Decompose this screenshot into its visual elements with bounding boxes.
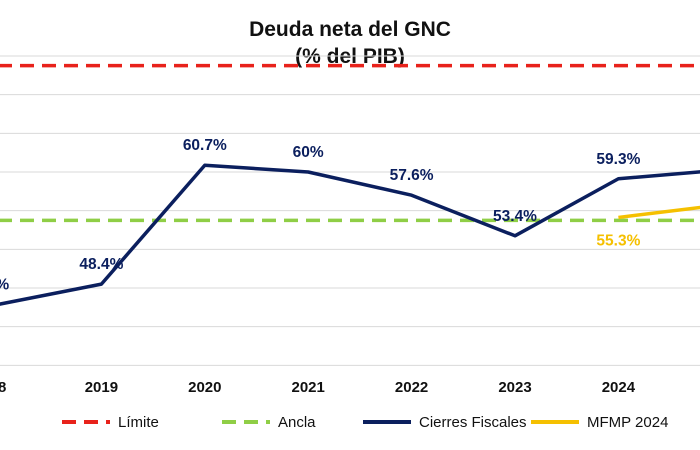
legend-item: MFMP 2024 bbox=[531, 414, 668, 431]
x-tick-label: 2020 bbox=[188, 379, 221, 396]
data-label: 57.6% bbox=[390, 167, 434, 184]
legend: Límite Ancla Cierres Fiscales MFMP 2024 bbox=[62, 414, 668, 431]
x-tick-label: 2024 bbox=[602, 379, 636, 396]
chart-title: Deuda neta del GNC (% del PIB) bbox=[249, 18, 451, 68]
data-label: 55.3% bbox=[596, 232, 640, 249]
series-layer bbox=[0, 63, 700, 306]
legend-label: Cierres Fiscales bbox=[419, 414, 527, 431]
data-label: 3% bbox=[0, 276, 9, 293]
data-labels: 3% 48.4% 60.7% 60% 57.6% 53.4% 59.3% 55.3% bbox=[0, 137, 641, 293]
x-tick-label: 2023 bbox=[498, 379, 531, 396]
data-label: 48.4% bbox=[79, 256, 123, 273]
gridlines bbox=[0, 55, 700, 366]
x-axis-ticks: 18 2019 2020 2021 2022 2023 2024 bbox=[0, 379, 636, 396]
chart-title-line-1: Deuda neta del GNC bbox=[249, 18, 451, 41]
legend-label: Ancla bbox=[278, 414, 316, 431]
legend-item: Cierres Fiscales bbox=[363, 414, 527, 431]
data-label: 60% bbox=[293, 144, 324, 161]
legend-item: Límite bbox=[62, 414, 159, 431]
x-tick-label: 18 bbox=[0, 379, 6, 396]
data-label: 59.3% bbox=[596, 151, 640, 168]
data-label: 53.4% bbox=[493, 208, 537, 225]
series-line-cierres-fiscales bbox=[0, 163, 700, 306]
legend-item: Ancla bbox=[222, 414, 316, 431]
legend-label: MFMP 2024 bbox=[587, 414, 668, 431]
legend-label: Límite bbox=[118, 414, 159, 431]
x-tick-label: 2022 bbox=[395, 379, 428, 396]
series-line-mfmp-2024 bbox=[618, 205, 700, 220]
x-tick-label: 2021 bbox=[292, 379, 325, 396]
x-tick-label: 2019 bbox=[85, 379, 118, 396]
data-label: 60.7% bbox=[183, 137, 227, 154]
